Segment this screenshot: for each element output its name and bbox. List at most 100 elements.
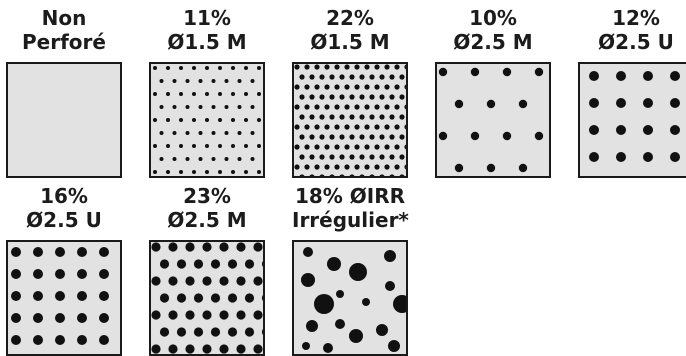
hole xyxy=(55,269,65,279)
swatch-svg xyxy=(589,71,680,162)
hole xyxy=(502,67,512,77)
hole xyxy=(502,131,512,141)
hole xyxy=(389,94,395,100)
hole xyxy=(362,298,370,306)
hole xyxy=(369,134,375,140)
hole xyxy=(384,250,396,262)
panel-label: 22% Ø1.5 M xyxy=(292,6,408,54)
hole xyxy=(210,259,221,269)
hole xyxy=(159,157,164,161)
hole xyxy=(394,84,400,90)
hole xyxy=(99,291,109,301)
hole xyxy=(205,66,209,70)
hole xyxy=(168,344,178,354)
hole xyxy=(33,335,43,345)
swatch-perforated xyxy=(292,240,408,356)
hole xyxy=(166,144,170,148)
panel-label: 12% Ø2.5 U xyxy=(578,6,686,54)
hole xyxy=(159,105,164,109)
hole xyxy=(364,164,370,170)
hole xyxy=(172,131,177,135)
hole xyxy=(486,163,496,173)
swatch-perforated xyxy=(578,62,686,178)
hole xyxy=(364,64,370,70)
hole xyxy=(314,164,320,170)
hole xyxy=(294,164,300,170)
hole xyxy=(192,66,196,70)
hole xyxy=(185,344,195,354)
hole xyxy=(354,124,360,130)
hole xyxy=(354,164,360,170)
hole xyxy=(294,64,300,70)
hole xyxy=(324,104,330,110)
hole xyxy=(250,79,255,83)
hole xyxy=(314,144,320,150)
hole xyxy=(374,144,380,150)
hole xyxy=(159,293,170,303)
panel-label-line1: 11% xyxy=(183,6,231,30)
hole xyxy=(227,327,238,337)
hole xyxy=(359,74,365,80)
hole xyxy=(643,125,653,135)
hole xyxy=(299,74,305,80)
hole xyxy=(589,98,599,108)
hole xyxy=(253,310,263,320)
hole xyxy=(339,114,345,120)
panel-label: 11% Ø1.5 M xyxy=(149,6,265,54)
hole xyxy=(399,114,405,120)
hole xyxy=(185,105,190,109)
hole xyxy=(218,118,222,122)
hole xyxy=(236,276,246,286)
swatch-svg xyxy=(294,64,406,176)
hole xyxy=(369,94,375,100)
hole xyxy=(354,84,360,90)
hole xyxy=(388,340,400,352)
hole xyxy=(33,291,43,301)
hole xyxy=(589,125,599,135)
hole xyxy=(344,144,350,150)
hole xyxy=(294,84,300,90)
hole xyxy=(202,310,212,320)
hole xyxy=(219,344,229,354)
hole xyxy=(384,64,390,70)
panel-label-line2: Irrégulier* xyxy=(292,208,409,232)
hole xyxy=(151,310,161,320)
hole xyxy=(227,259,238,269)
hole xyxy=(176,327,187,337)
hole xyxy=(198,157,203,161)
hole xyxy=(172,157,177,161)
hole xyxy=(294,144,300,150)
hole xyxy=(153,66,157,70)
hole xyxy=(205,144,209,148)
hole xyxy=(299,154,305,160)
hole xyxy=(192,92,196,96)
hole xyxy=(339,174,345,176)
hole xyxy=(302,342,310,350)
hole xyxy=(394,144,400,150)
hole xyxy=(261,329,263,335)
hole xyxy=(389,114,395,120)
hole xyxy=(179,170,183,174)
hole xyxy=(309,134,315,140)
hole xyxy=(314,64,320,70)
hole xyxy=(192,170,196,174)
hole xyxy=(379,174,385,176)
hole xyxy=(324,144,330,150)
hole xyxy=(153,170,157,174)
hole xyxy=(192,144,196,148)
swatch-perforated xyxy=(149,62,265,178)
hole xyxy=(236,242,246,252)
hole xyxy=(339,154,345,160)
hole xyxy=(301,273,315,287)
hole xyxy=(314,84,320,90)
hole xyxy=(253,344,263,354)
hole xyxy=(219,276,229,286)
hole xyxy=(11,313,21,323)
hole xyxy=(304,164,310,170)
hole xyxy=(253,242,263,252)
hole xyxy=(374,64,380,70)
hole xyxy=(349,263,367,281)
hole xyxy=(299,114,305,120)
hole xyxy=(385,281,395,291)
hole xyxy=(198,79,203,83)
